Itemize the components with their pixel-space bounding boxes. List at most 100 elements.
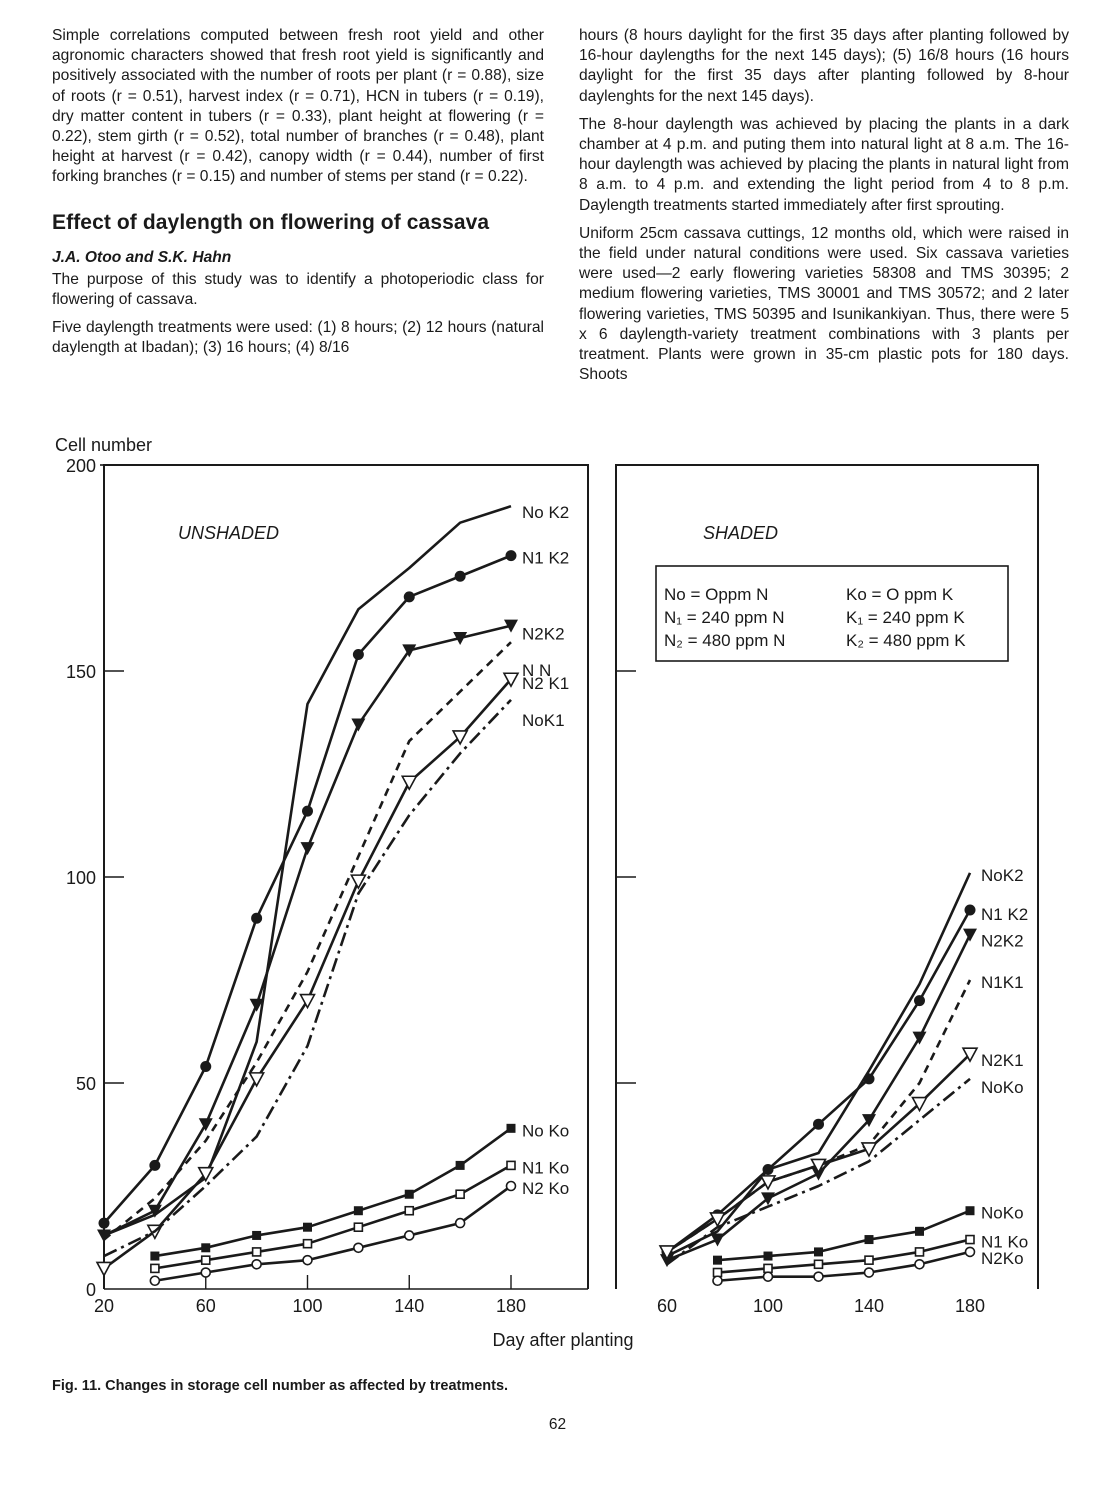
data-point	[710, 1233, 725, 1247]
y-tick-label: 150	[66, 662, 96, 682]
figure-caption: Fig. 11. Changes in storage cell number …	[52, 1378, 509, 1394]
y-axis-label: Cell number	[55, 435, 152, 455]
series-label: No K2	[522, 503, 569, 522]
panel-title: SHADED	[703, 523, 778, 543]
data-point	[147, 1204, 162, 1218]
data-point	[404, 1189, 414, 1199]
series-nok2: NoK2	[666, 866, 1024, 1258]
data-point	[403, 591, 415, 603]
series-line	[717, 1238, 971, 1274]
series-label: N2 K1	[522, 674, 569, 693]
x-tick-label: 60	[196, 1296, 216, 1316]
x-tick-label: 100	[753, 1296, 783, 1316]
series-label: N1 Ko	[522, 1158, 569, 1177]
data-point	[353, 1206, 363, 1216]
series-label: NoK1	[522, 711, 565, 730]
data-point	[964, 904, 976, 916]
series-label: N2Ko	[981, 1249, 1024, 1268]
data-point	[302, 805, 313, 817]
data-point	[912, 1031, 927, 1045]
series-line	[666, 909, 972, 1253]
data-point	[300, 842, 315, 856]
data-point	[713, 1255, 722, 1265]
data-point	[863, 1267, 875, 1278]
series-label: N1 K2	[981, 905, 1028, 924]
data-point	[454, 1217, 466, 1229]
data-point	[860, 1142, 878, 1158]
data-point	[811, 1167, 826, 1181]
x-tick-label: 20	[94, 1296, 114, 1316]
series-line	[103, 698, 512, 1258]
data-point	[506, 1123, 516, 1133]
data-point	[350, 874, 367, 890]
series-line	[103, 554, 512, 1224]
series-line	[154, 1184, 512, 1283]
series-line	[666, 1077, 971, 1266]
data-point	[813, 1118, 824, 1130]
data-point	[200, 1267, 212, 1278]
data-point	[506, 1160, 516, 1171]
data-point	[914, 1258, 925, 1270]
series-no-ko: No Ko	[150, 1121, 569, 1261]
data-point	[353, 1242, 364, 1254]
data-point	[251, 912, 263, 924]
shaded-panel: 60 100 140 180 SHADED NoK2 N1 K2 N2K2 N1K1 N2K1 No…	[615, 464, 1039, 1316]
series-label: N2K1	[981, 1051, 1024, 1070]
data-point	[400, 775, 418, 791]
series-label: N2 Ko	[522, 1179, 569, 1198]
data-point	[864, 1255, 874, 1265]
data-point	[302, 1254, 313, 1266]
x-tick-label: 180	[496, 1296, 526, 1316]
data-point	[963, 928, 977, 942]
data-point	[149, 1159, 161, 1171]
data-point	[814, 1247, 823, 1257]
page-number: 62	[548, 1416, 567, 1433]
data-point	[813, 1259, 824, 1270]
series-line	[666, 872, 972, 1258]
data-point	[762, 1271, 774, 1282]
data-point	[762, 1164, 774, 1176]
series-label: NoKo	[981, 1078, 1024, 1097]
data-point	[915, 1226, 924, 1236]
x-tick-label: 60	[657, 1296, 677, 1316]
data-point	[454, 570, 466, 582]
series-n2-ko: N2 Ko	[149, 1179, 569, 1287]
legend-n0: No = Oppm N	[664, 585, 768, 604]
series-label: NoKo	[981, 1204, 1024, 1223]
data-point	[302, 1238, 313, 1249]
data-point	[504, 619, 518, 633]
data-point	[813, 1271, 824, 1282]
data-point	[759, 1175, 777, 1191]
section-title: Effect of daylength on flowering of cass…	[52, 210, 490, 234]
unshaded-panel: 0 50 100 150 200 20 60 100 140 180 UNSHADED No K2 N1…	[66, 456, 589, 1316]
legend-k1: K₁ = 240 ppm K	[846, 608, 965, 627]
series-n1-ko: N1 Ko	[712, 1233, 1028, 1278]
x-tick-label: 140	[394, 1296, 424, 1316]
treatments-continued-paragraph: hours (8 hours daylight for the first 35…	[579, 27, 1069, 105]
data-point	[98, 1217, 110, 1229]
data-point	[402, 644, 417, 658]
data-point	[502, 672, 520, 688]
data-point	[964, 1246, 976, 1258]
data-point	[453, 632, 468, 646]
data-point	[863, 1073, 875, 1085]
legend-k0: Ko = O ppm K	[846, 585, 954, 604]
series-n1-ko: N1 Ko	[150, 1158, 569, 1274]
series-noko: NoKo	[713, 1204, 1024, 1265]
panel-title: UNSHADED	[178, 523, 279, 543]
series-line	[154, 1164, 512, 1270]
data-point	[303, 1222, 312, 1232]
materials-paragraph: Uniform 25cm cassava cuttings, 12 months…	[579, 224, 1069, 384]
data-point	[251, 1258, 262, 1270]
data-point	[914, 1247, 925, 1257]
legend-n1: N₁ = 240 ppm N	[664, 608, 785, 627]
x-axis-label: Day after planting	[492, 1330, 633, 1350]
data-point	[709, 1212, 726, 1228]
data-point	[404, 1205, 415, 1216]
series-label: N1 K2	[522, 549, 569, 568]
x-tick-label: 140	[854, 1296, 884, 1316]
data-point	[252, 1230, 262, 1240]
data-point	[251, 1247, 262, 1257]
data-point	[150, 1251, 160, 1261]
